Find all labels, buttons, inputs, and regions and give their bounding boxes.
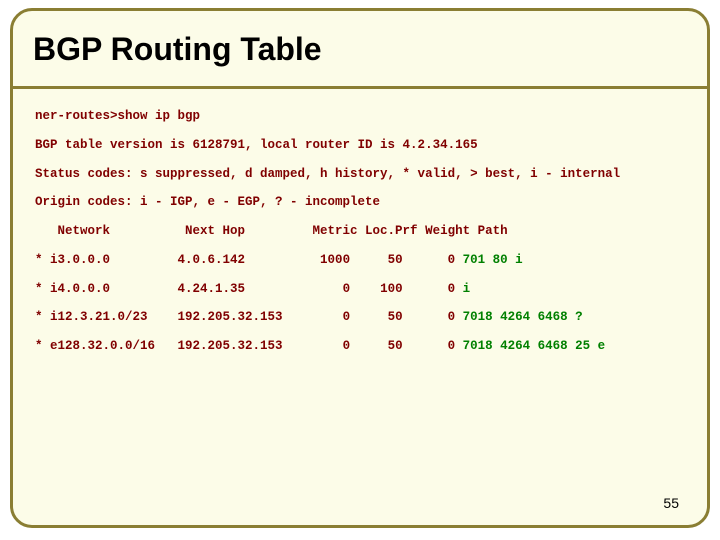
status-marker: * — [35, 310, 50, 324]
table-header-line: Network Next Hop Metric Loc.Prf Weight P… — [35, 222, 685, 241]
page-number: 55 — [663, 495, 679, 511]
route-fields: e128.32.0.0/16 192.205.32.153 0 50 0 — [50, 339, 463, 353]
route-fields: i12.3.21.0/23 192.205.32.153 0 50 0 — [50, 310, 463, 324]
route-row: * e128.32.0.0/16 192.205.32.153 0 50 0 7… — [35, 337, 685, 356]
slide-frame: BGP Routing Table ner-routes>show ip bgp… — [10, 8, 710, 528]
origin-codes-line: Origin codes: i - IGP, e - EGP, ? - inco… — [35, 193, 685, 212]
route-row: * i3.0.0.0 4.0.6.142 1000 50 0 701 80 i — [35, 251, 685, 270]
status-marker: * — [35, 253, 50, 267]
status-codes-line: Status codes: s suppressed, d damped, h … — [35, 165, 685, 184]
route-fields: i4.0.0.0 4.24.1.35 0 100 0 — [50, 282, 463, 296]
route-path: i — [463, 282, 471, 296]
route-path: 7018 4264 6468 ? — [463, 310, 583, 324]
route-row: * i12.3.21.0/23 192.205.32.153 0 50 0 70… — [35, 308, 685, 327]
cli-command: ner-routes>show ip bgp — [35, 107, 685, 126]
slide-body: ner-routes>show ip bgp BGP table version… — [13, 89, 707, 356]
route-path: 701 80 i — [463, 253, 523, 267]
slide-title: BGP Routing Table — [33, 31, 687, 68]
route-row: * i4.0.0.0 4.24.1.35 0 100 0 i — [35, 280, 685, 299]
route-fields: i3.0.0.0 4.0.6.142 1000 50 0 — [50, 253, 463, 267]
status-marker: * — [35, 282, 50, 296]
title-region: BGP Routing Table — [13, 11, 707, 89]
route-path: 7018 4264 6468 25 e — [463, 339, 606, 353]
bgp-version-line: BGP table version is 6128791, local rout… — [35, 136, 685, 155]
status-marker: * — [35, 339, 50, 353]
